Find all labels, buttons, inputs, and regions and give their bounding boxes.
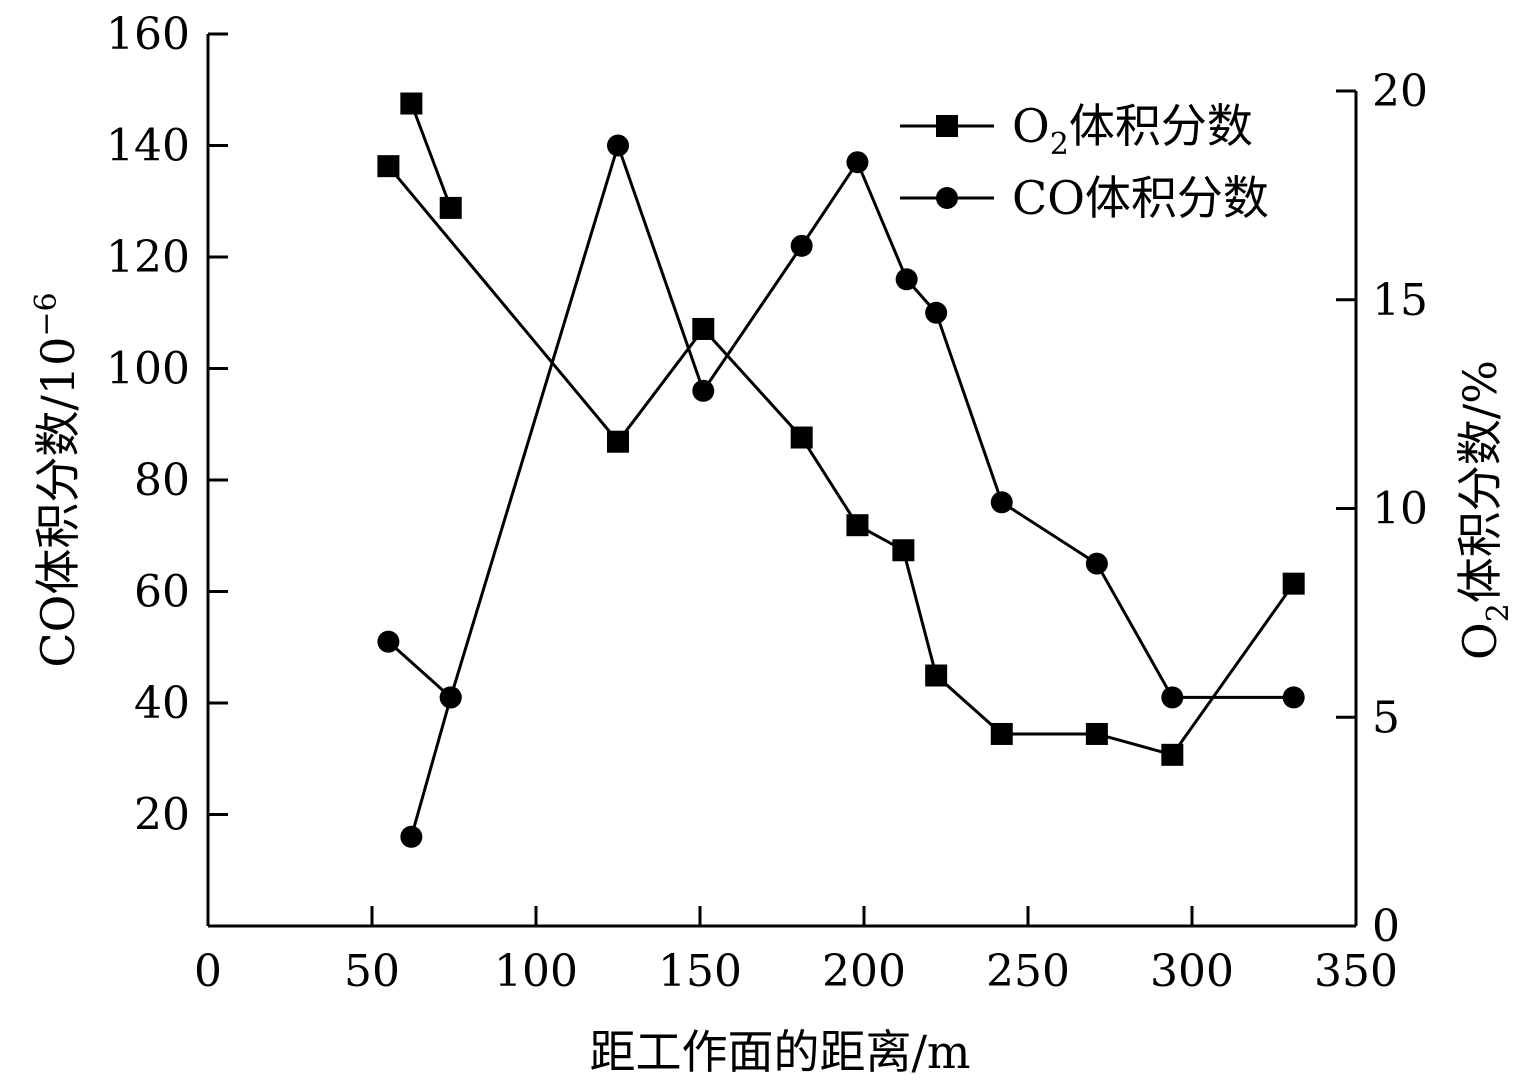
y-left-tick-label: 140 bbox=[106, 121, 190, 172]
x-axis-title: 距工作面的距离/m bbox=[589, 1025, 970, 1079]
series-line bbox=[387, 165, 1295, 757]
x-tick-label: 250 bbox=[986, 946, 1070, 997]
y-right-tick-label: 10 bbox=[1372, 484, 1428, 535]
y-left-axis-title-exponent: −6 bbox=[29, 292, 64, 336]
y-left-tick-label: 160 bbox=[106, 9, 190, 60]
data-point bbox=[1161, 686, 1184, 709]
series-line bbox=[387, 640, 453, 838]
x-tick-label: 300 bbox=[1150, 946, 1234, 997]
svg-text:O2体积分数/%: O2体积分数/% bbox=[1453, 360, 1516, 660]
data-point bbox=[892, 539, 915, 562]
y-left-tick-label: 120 bbox=[106, 232, 190, 283]
y-right-axis-title-prefix: O bbox=[1453, 622, 1507, 660]
x-tick-label: 100 bbox=[494, 946, 578, 997]
data-point bbox=[895, 268, 918, 291]
data-point bbox=[790, 234, 813, 257]
data-point bbox=[925, 301, 948, 324]
x-tick-label: 350 bbox=[1314, 946, 1398, 997]
data-point bbox=[439, 686, 462, 709]
y-left-axis-title: CO体积分数/10−6 bbox=[29, 292, 85, 667]
y-right-tick-label: 20 bbox=[1372, 66, 1428, 117]
data-point bbox=[1161, 743, 1184, 766]
y-left-tick-label: 20 bbox=[134, 790, 190, 841]
y-right-tick-label: 0 bbox=[1372, 901, 1400, 952]
data-point bbox=[846, 514, 869, 537]
axes: 0 50 100 150 200 250 300 3502040608010012014016… bbox=[106, 9, 1428, 997]
legend-label: CO体积分数 bbox=[1012, 171, 1269, 225]
svg-text:CO体积分数/10−6: CO体积分数/10−6 bbox=[29, 292, 85, 667]
y-left-tick-label: 60 bbox=[134, 567, 190, 618]
data-point bbox=[607, 430, 629, 453]
data-point bbox=[990, 491, 1013, 514]
data-point bbox=[377, 630, 400, 653]
data-point bbox=[400, 92, 423, 115]
legend-label-prefix: O bbox=[1012, 99, 1050, 153]
legend-marker bbox=[936, 115, 958, 137]
series-layer bbox=[377, 92, 1305, 848]
series-line bbox=[449, 140, 1294, 699]
y-right-axis-title: O2体积分数/% bbox=[1453, 360, 1516, 660]
y-left-tick-label: 100 bbox=[106, 344, 190, 395]
data-point bbox=[1282, 572, 1305, 595]
legend-label-rest: 体积分数 bbox=[1069, 99, 1253, 153]
y-right-axis-title-sub: 2 bbox=[1481, 603, 1516, 622]
x-tick-label: 50 bbox=[344, 946, 400, 997]
x-tick-label: 0 bbox=[194, 946, 222, 997]
y-left-tick-label: 40 bbox=[134, 678, 190, 729]
data-point bbox=[607, 134, 629, 157]
data-point bbox=[377, 155, 400, 178]
y-left-axis-title-text: CO体积分数/10 bbox=[31, 337, 85, 668]
data-point bbox=[1282, 686, 1305, 709]
data-point bbox=[1085, 722, 1108, 745]
data-point bbox=[846, 151, 869, 174]
data-point bbox=[439, 196, 462, 219]
data-point bbox=[790, 426, 813, 449]
legend-label: O2体积分数 bbox=[1012, 99, 1253, 162]
series-o2 bbox=[377, 92, 1305, 766]
data-point bbox=[692, 317, 715, 340]
series-line bbox=[409, 102, 453, 209]
legend: O2体积分数 CO体积分数 bbox=[900, 99, 1269, 225]
x-tick-label: 200 bbox=[822, 946, 906, 997]
y-left-tick-label: 80 bbox=[134, 455, 190, 506]
y-right-tick-label: 15 bbox=[1372, 275, 1428, 326]
legend-marker bbox=[936, 187, 958, 209]
y-right-axis-title-rest: 体积分数/% bbox=[1453, 360, 1507, 603]
series-co bbox=[377, 134, 1305, 848]
data-point bbox=[400, 825, 423, 848]
data-point bbox=[1085, 552, 1108, 575]
x-tick-label: 150 bbox=[658, 946, 742, 997]
data-point bbox=[692, 379, 715, 402]
data-point bbox=[925, 664, 948, 687]
legend-label-sub: 2 bbox=[1050, 127, 1069, 162]
data-point bbox=[990, 722, 1013, 745]
y-right-tick-label: 5 bbox=[1372, 692, 1400, 743]
